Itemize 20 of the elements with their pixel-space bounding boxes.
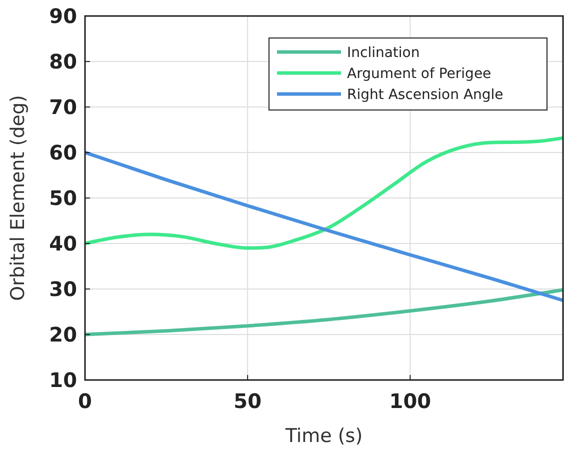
x-tick-label: 0 xyxy=(78,389,92,413)
y-tick-label: 40 xyxy=(49,232,77,256)
y-tick-label: 90 xyxy=(49,4,77,28)
y-axis-title: Orbital Element (deg) xyxy=(7,95,29,301)
x-axis-title: Time (s) xyxy=(284,425,363,447)
y-tick-label: 60 xyxy=(49,140,77,164)
x-tick-label: 50 xyxy=(234,389,262,413)
legend-label: Right Ascension Angle xyxy=(347,87,504,103)
x-tick-label: 100 xyxy=(389,389,432,413)
legend-label: Argument of Perigee xyxy=(347,66,492,82)
y-tick-label: 20 xyxy=(49,322,77,346)
y-tick-label: 80 xyxy=(49,50,77,74)
y-tick-label: 70 xyxy=(49,95,77,119)
y-tick-label: 50 xyxy=(49,186,77,210)
y-tick-label: 30 xyxy=(49,277,77,301)
legend-label: Inclination xyxy=(347,45,420,61)
y-tick-label: 10 xyxy=(49,368,77,392)
line-series xyxy=(83,288,564,336)
line-series xyxy=(83,150,564,302)
line-series xyxy=(83,136,564,250)
